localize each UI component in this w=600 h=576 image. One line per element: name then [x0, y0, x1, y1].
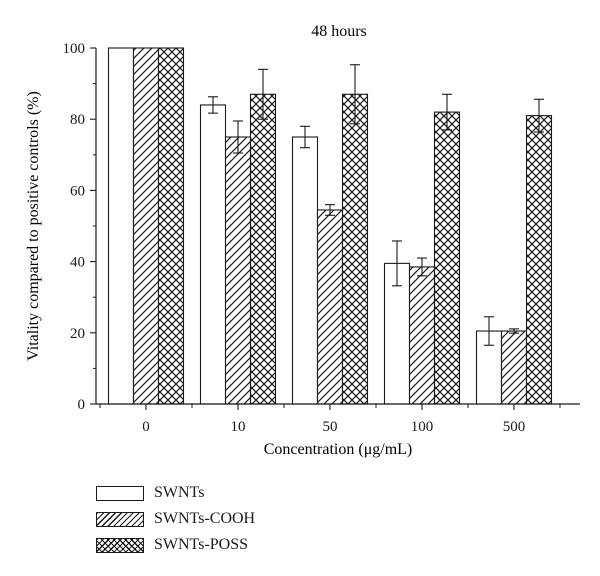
y-tick-label: 40 [70, 255, 85, 271]
x-tick-label: 50 [323, 419, 338, 435]
y-tick-label: 0 [78, 397, 86, 413]
y-tick-label: 80 [70, 112, 85, 128]
bar [199, 104, 227, 405]
x-tick-label: 10 [231, 419, 246, 435]
x-axis-label: Concentration (μg/mL) [264, 441, 413, 458]
bar [107, 47, 135, 405]
bar [157, 47, 185, 405]
legend-label: SWNTs-POSS [154, 536, 249, 553]
y-ticks: 0 20 40 60 80 100 [63, 41, 96, 413]
x-tick-label: 0 [142, 419, 150, 435]
legend-item-swnts-poss: SWNTs-POSS [96, 532, 255, 558]
bar [341, 93, 369, 405]
bar [316, 209, 344, 405]
bar [500, 330, 528, 405]
y-tick-label: 100 [63, 41, 86, 57]
bar [224, 136, 252, 405]
y-axis-label: Vitality compared to positive controls (… [25, 91, 42, 361]
legend-item-swnts-cooh: SWNTs-COOH [96, 506, 255, 532]
x-ticks: 0 10 50 100 500 [99, 404, 561, 435]
bar [525, 115, 553, 405]
legend-swatch-hatch [96, 511, 144, 527]
x-tick-label: 500 [503, 419, 526, 435]
legend: SWNTs SWNTs-COOH SWNTs-POSS [96, 480, 255, 558]
error-bars-layer [208, 64, 544, 346]
bar [383, 262, 411, 405]
y-tick-label: 20 [70, 326, 85, 342]
legend-item-swnts: SWNTs [96, 480, 255, 506]
legend-swatch-blank [96, 485, 144, 501]
bar [132, 47, 160, 405]
bar [433, 111, 461, 405]
y-tick-label: 60 [70, 183, 85, 199]
bar [291, 136, 319, 405]
legend-label: SWNTs-COOH [154, 510, 256, 527]
legend-swatch-crosshatch [96, 537, 144, 553]
bar [249, 93, 277, 405]
bars-layer [107, 47, 553, 405]
chart-title: 48 hours [311, 23, 367, 40]
legend-label: SWNTs [154, 484, 205, 501]
bar [408, 266, 436, 405]
x-tick-label: 100 [411, 419, 434, 435]
